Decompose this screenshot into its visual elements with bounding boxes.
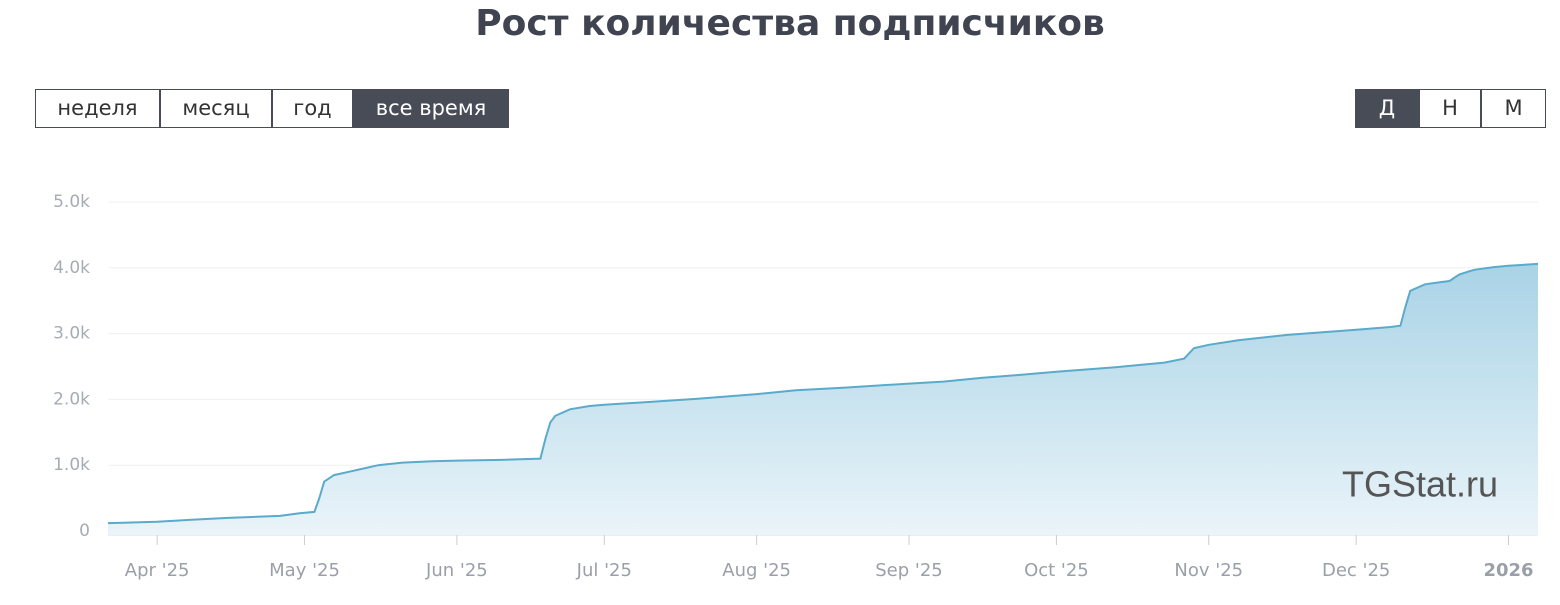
watermark: TGStat.ru <box>1342 464 1498 505</box>
y-tick-label: 2.0k <box>53 389 90 409</box>
x-tick-label: Dec '25 <box>1322 560 1390 581</box>
button-label[interactable]: Н <box>1442 96 1458 120</box>
button[interactable] <box>35 89 160 128</box>
x-tick-label: Aug '25 <box>722 560 791 581</box>
y-tick-label: 0 <box>79 521 90 541</box>
x-tick-label: Sep '25 <box>875 560 943 581</box>
x-tick-label: Oct '25 <box>1024 560 1089 581</box>
chart-title: Рост количества подписчиков <box>475 3 1105 44</box>
button-label[interactable]: Д <box>1379 96 1395 120</box>
x-tick-label: Nov '25 <box>1174 560 1243 581</box>
area <box>108 263 1538 535</box>
y-tick-label: 3.0k <box>53 324 90 344</box>
line <box>107 262 1539 525</box>
button[interactable] <box>1419 89 1481 128</box>
y-tick-label: 4.0k <box>53 258 90 278</box>
y-tick-label: 1.0k <box>53 455 90 475</box>
button[interactable] <box>353 89 509 128</box>
button-label[interactable]: неделя <box>57 96 137 120</box>
button[interactable] <box>160 89 272 128</box>
button-label[interactable]: месяц <box>182 96 249 120</box>
x-tick-label: Jun '25 <box>425 560 488 581</box>
button[interactable] <box>272 89 353 128</box>
button[interactable] <box>1355 89 1419 128</box>
x-tick-label: Jul '25 <box>576 560 632 581</box>
button-label[interactable]: М <box>1504 96 1522 120</box>
x-tick-label: May '25 <box>269 560 340 581</box>
button-label[interactable]: год <box>293 96 331 120</box>
y-tick-label: 5.0k <box>53 192 90 212</box>
button-label[interactable]: все время <box>376 96 487 120</box>
x-tick-label: Apr '25 <box>125 560 190 581</box>
x-tick-label: 2026 <box>1483 560 1533 581</box>
button[interactable] <box>1481 89 1546 128</box>
